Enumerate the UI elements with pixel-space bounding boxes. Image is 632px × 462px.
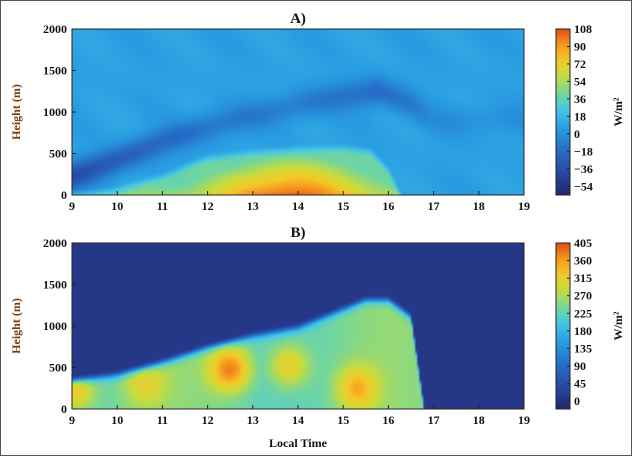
colorbar [555,28,571,196]
y-tick-label: 2000 [43,236,67,250]
y-tick-label: 1500 [43,278,67,292]
y-axis-label: Height (m) [9,84,23,140]
colorbar-tick-label: 0 [574,394,580,408]
x-tick-label: 18 [473,199,485,213]
y-tick-label: 1000 [43,105,67,119]
y-tick-label: 500 [49,147,67,161]
colorbar-tick-label: −36 [574,162,593,176]
x-tick-label: 17 [428,413,440,427]
x-tick-label: 16 [382,199,394,213]
heatmap-field [72,29,524,195]
y-tick-label: 0 [61,402,67,416]
colorbar-tick-label: 225 [574,306,592,320]
x-tick-label: 11 [157,199,168,213]
x-tick-label: 17 [428,199,440,213]
x-tick-label: 9 [69,413,75,427]
x-tick-label: 11 [157,413,168,427]
x-tick-label: 9 [69,199,75,213]
x-tick-label: 19 [518,413,530,427]
y-tick-label: 0 [61,188,67,202]
colorbar-tick-label: 54 [574,74,586,88]
colorbar-label: W/m² [611,311,625,340]
x-tick-label: 12 [202,199,214,213]
colorbar-tick-label: 180 [574,324,592,338]
colorbar-tick-label: 360 [574,254,592,268]
colorbar-tick-label: 90 [574,39,586,53]
colorbar-tick-label: 45 [574,377,586,391]
x-tick-label: 10 [111,199,123,213]
x-tick-label: 13 [247,413,259,427]
colorbar-tick-label: 135 [574,341,592,355]
heatmap-field [72,243,524,409]
panel-a: 9 10 11 12 13 14 15 16 17 18 19 0 500 1000 1500 2000 A) H… [9,11,625,213]
panel-title: A) [290,11,306,27]
y-axis-label: Height (m) [9,298,23,354]
x-tick-label: 15 [337,199,349,213]
y-tick-label: 1500 [43,64,67,78]
panel-title: B) [291,225,306,241]
colorbar-tick-label: 90 [574,359,586,373]
colorbar [555,242,571,410]
colorbar-tick-label: 315 [574,271,592,285]
x-axis-label: Local Time [269,436,328,450]
panel-b: 9 10 11 12 13 14 15 16 17 18 19 0 500 1000 1500 2000 B) H… [9,225,625,450]
x-tick-label: 10 [111,413,123,427]
colorbar-tick-label: 18 [574,109,586,123]
x-tick-label: 18 [473,413,485,427]
x-tick-label: 16 [382,413,394,427]
y-tick-label: 500 [49,361,67,375]
x-tick-label: 14 [292,413,304,427]
x-tick-label: 12 [202,413,214,427]
x-tick-label: 15 [337,413,349,427]
colorbar-tick-label: 36 [574,92,586,106]
colorbar-tick-label: −18 [574,144,593,158]
colorbar-tick-label: 72 [574,57,586,71]
colorbar-tick-label: 270 [574,289,592,303]
x-tick-label: 19 [518,199,530,213]
y-tick-label: 2000 [43,22,67,36]
y-tick-label: 1000 [43,319,67,333]
colorbar-tick-label: 405 [574,236,592,250]
colorbar-tick-label: 0 [574,127,580,141]
x-tick-label: 13 [247,199,259,213]
x-tick-label: 14 [292,199,304,213]
colorbar-tick-label: −54 [574,179,593,193]
colorbar-tick-label: 108 [574,22,592,36]
colorbar-label: W/m² [611,97,625,126]
